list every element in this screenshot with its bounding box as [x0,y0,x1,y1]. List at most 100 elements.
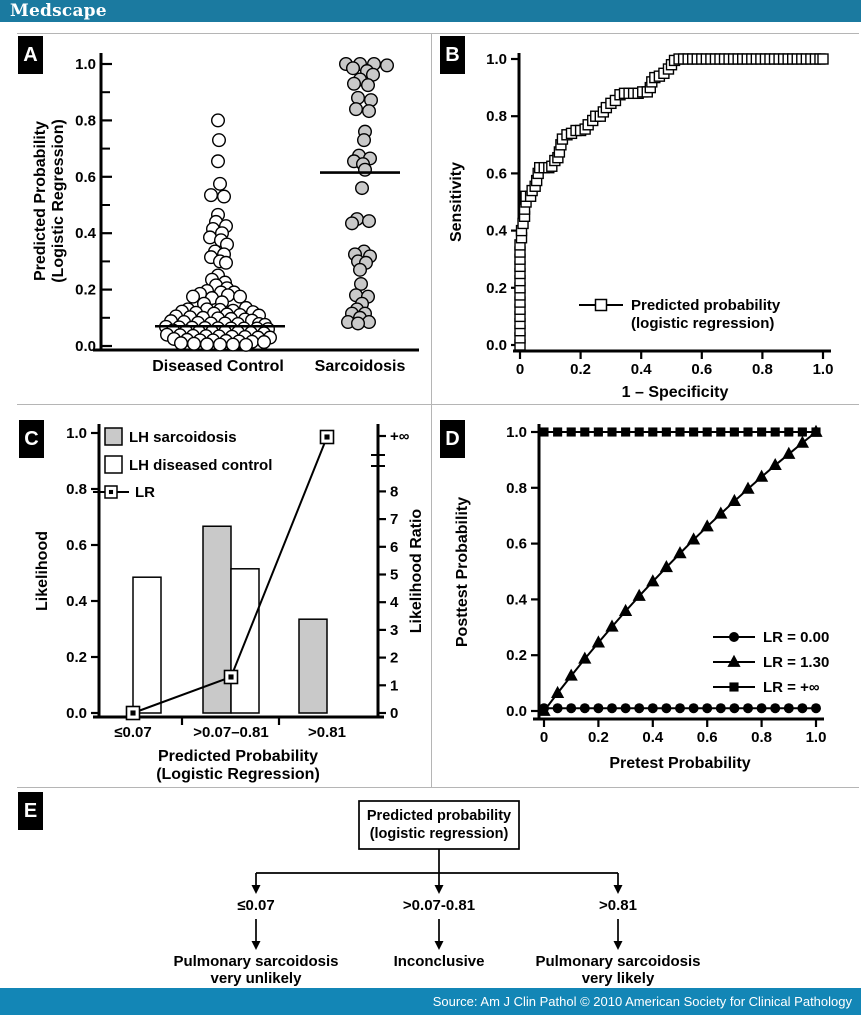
roc-curve [514,53,829,351]
svg-text:0.4: 0.4 [75,225,97,242]
panel-a-strip-plot: 0.0 0.2 0.4 0.6 0.8 1.0 Predicted Probability(… [32,53,419,375]
svg-text:5: 5 [390,567,398,584]
svg-text:8: 8 [390,483,398,500]
svg-text:0.4: 0.4 [506,591,528,608]
svg-text:0.4: 0.4 [486,223,508,240]
panel-a-letter: A [18,36,43,74]
svg-text:0: 0 [390,705,398,722]
medscape-header-bar: Medscape [0,0,861,22]
lr-line [125,429,335,721]
legend: Predicted probability(logistic regressio… [579,297,781,332]
svg-text:Posttest Probability: Posttest Probability [454,497,471,647]
svg-text:(Logistic Regression): (Logistic Regression) [156,766,320,783]
svg-text:0.2: 0.2 [570,361,591,378]
svg-text:>0.81: >0.81 [308,724,346,741]
series-sarcoidosis [339,57,395,331]
series-2 [539,427,821,437]
svg-text:Predicted probability: Predicted probability [631,297,781,314]
panel-c-letter: C [19,420,44,458]
svg-text:very likely: very likely [582,970,655,987]
svg-text:0.6: 0.6 [697,729,718,746]
svg-text:0.0: 0.0 [66,705,87,722]
svg-text:Sarcoidosis: Sarcoidosis [315,358,406,375]
svg-text:0.8: 0.8 [66,481,87,498]
x-axis-label: Predicted Probability(Logistic Regressio… [156,748,320,783]
svg-text:0.8: 0.8 [75,112,96,129]
series-0 [539,703,821,714]
svg-text:Likelihood Ratio: Likelihood Ratio [408,509,425,634]
panel-d-posttest-lines: 0.0 0.2 0.4 0.6 0.8 1.0 0 0.2 0.4 0.6 0.8 1.0 Postte… [454,424,829,772]
svg-text:Predicted Probability: Predicted Probability [32,121,49,281]
row-divider [17,33,859,34]
left-ticks: 0.0 0.2 0.4 0.6 0.8 1.0 [66,425,99,722]
x-minor-ticks [180,717,281,725]
svg-text:0.4: 0.4 [66,593,88,610]
svg-text:3: 3 [390,622,398,639]
ticks: 0.0 0.2 0.4 0.6 0.8 1.0 0 0.2 0.4 0.6 0.8 1.0 [486,51,833,378]
svg-text:>0.81: >0.81 [599,897,637,914]
panel-e-letter: E [18,792,43,830]
row-divider [17,787,859,788]
svg-text:0.6: 0.6 [486,165,507,182]
svg-text:0.4: 0.4 [642,729,664,746]
svg-text:1.0: 1.0 [75,56,96,73]
x-axis-label: Pretest Probability [609,755,750,772]
svg-text:0.8: 0.8 [752,361,773,378]
svg-text:Sensitivity: Sensitivity [448,162,465,242]
flow-branch-1: >0.07-0.81 Inconclusive [394,873,485,970]
left-axis-label: Likelihood [34,531,51,611]
right-axis-label: Likelihood Ratio [408,509,425,634]
svg-text:LH sarcoidosis: LH sarcoidosis [129,429,237,446]
svg-text:0.0: 0.0 [486,337,507,354]
svg-text:1 – Specificity: 1 – Specificity [622,384,729,401]
svg-text:7: 7 [390,511,398,528]
svg-text:0.4: 0.4 [631,361,653,378]
svg-text:1.0: 1.0 [66,425,87,442]
legend: LH sarcoidosis LH diseased control LR [93,427,272,501]
y-axis-label: Predicted Probability (Logistic Regressio… [32,119,67,283]
svg-text:0.2: 0.2 [66,649,87,666]
svg-text:>0.07–0.81: >0.07–0.81 [193,724,269,741]
source-text: Source: Am J Clin Pathol © 2010 American… [432,994,852,1009]
flow-root-box: Predicted probability (logistic regressio… [358,800,520,850]
svg-text:1.0: 1.0 [506,424,527,441]
svg-text:LH diseased control: LH diseased control [129,457,272,474]
svg-text:LR = 1.30: LR = 1.30 [763,654,829,671]
axes [93,53,419,352]
svg-text:2: 2 [390,650,398,667]
svg-text:0.6: 0.6 [691,361,712,378]
svg-text:Pulmonary sarcoidosis: Pulmonary sarcoidosis [535,953,700,970]
axes [533,424,824,721]
svg-text:≤0.07: ≤0.07 [237,897,274,914]
svg-text:1: 1 [390,677,398,694]
panel-c-likelihood-bars: 0.0 0.2 0.4 0.6 0.8 1.0 0 1 2 3 4 5 6 7 8 +∞ Likelihood L… [34,424,425,783]
svg-text:0.6: 0.6 [66,537,87,554]
svg-text:Pulmonary sarcoidosis: Pulmonary sarcoidosis [173,953,338,970]
series-1 [537,424,823,716]
svg-text:+∞: +∞ [390,428,410,445]
right-ticks: 0 1 2 3 4 5 6 7 8 +∞ [371,428,410,722]
medscape-logo[interactable]: Medscape [10,1,107,21]
svg-text:0: 0 [516,361,524,378]
svg-text:0.8: 0.8 [506,480,527,497]
svg-text:Inconclusive: Inconclusive [394,953,485,970]
category-labels: ≤0.07 >0.07–0.81 >0.81 [114,724,346,741]
axes [93,424,384,719]
svg-text:≤0.07: ≤0.07 [114,724,151,741]
svg-text:1.0: 1.0 [813,361,834,378]
panel-d-letter: D [440,420,465,458]
svg-text:Diseased Control: Diseased Control [152,358,284,375]
svg-text:0.8: 0.8 [486,108,507,125]
svg-text:4: 4 [390,594,399,611]
column-divider [431,33,432,787]
svg-text:(logistic regression): (logistic regression) [631,315,774,332]
svg-text:1.0: 1.0 [486,51,507,68]
svg-text:1.0: 1.0 [806,729,827,746]
median-lines [155,171,400,328]
bars [132,525,328,714]
x-axis-label: 1 – Specificity [622,384,729,401]
svg-text:0.2: 0.2 [75,282,96,299]
svg-text:LR = 0.00: LR = 0.00 [763,629,829,646]
